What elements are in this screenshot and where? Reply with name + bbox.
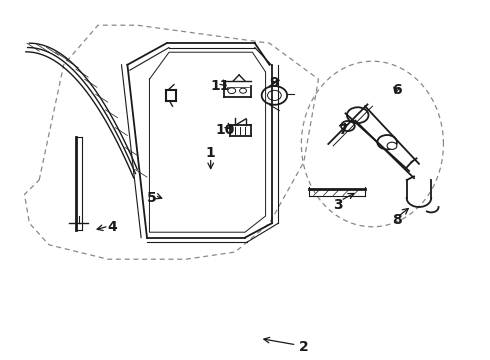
Text: 9: 9 — [270, 76, 279, 90]
Text: 8: 8 — [392, 213, 402, 226]
Text: 3: 3 — [333, 198, 343, 212]
Text: 11: 11 — [211, 80, 230, 93]
Text: 5: 5 — [147, 191, 157, 205]
Text: 6: 6 — [392, 83, 402, 97]
Text: 7: 7 — [338, 123, 348, 136]
Circle shape — [387, 142, 397, 149]
Text: 10: 10 — [216, 123, 235, 136]
Text: 2: 2 — [299, 341, 309, 354]
Text: 4: 4 — [108, 220, 118, 234]
Text: 1: 1 — [206, 146, 216, 160]
